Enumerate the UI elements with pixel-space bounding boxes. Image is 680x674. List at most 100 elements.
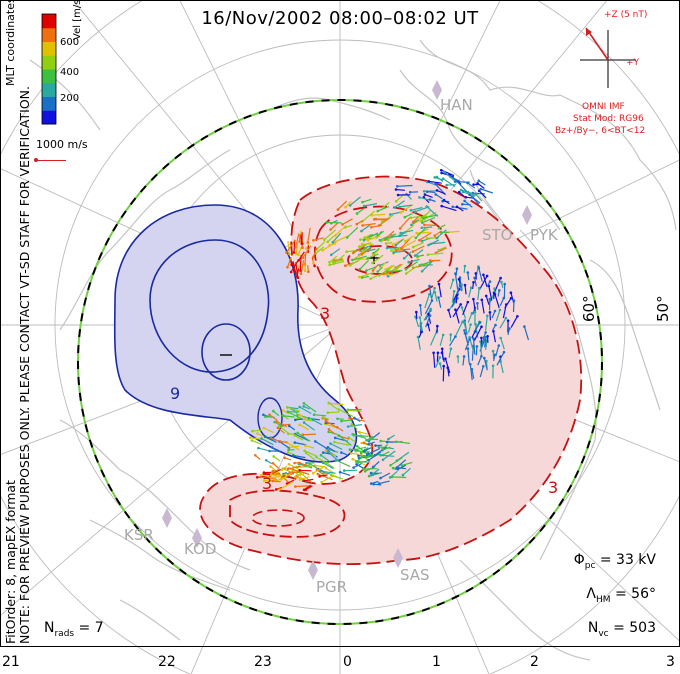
velocity-vector — [401, 461, 413, 466]
velocity-vector-origin — [348, 204, 352, 207]
velocity-vector-origin — [377, 445, 381, 449]
velocity-vector-origin — [327, 428, 331, 431]
velocity-vector-origin — [422, 190, 426, 193]
velocity-vector-origin — [351, 258, 354, 262]
velocity-vector — [300, 260, 305, 274]
velocity-vector-origin — [272, 455, 276, 458]
velocity-vector — [382, 201, 390, 209]
velocity-vector-origin — [410, 223, 413, 227]
velocity-vector — [330, 222, 339, 230]
velocity-vector — [480, 332, 487, 347]
velocity-vector-origin — [396, 185, 399, 188]
velocity-vector — [307, 227, 311, 243]
velocity-vector — [367, 235, 381, 241]
velocity-vector-origin — [348, 448, 352, 451]
velocity-vector — [302, 433, 317, 436]
velocity-vector-origin — [344, 226, 347, 229]
velocity-vector-origin — [435, 236, 439, 240]
velocity-vector-origin — [323, 238, 326, 241]
velocity-vector-origin — [394, 249, 398, 252]
velocity-vector — [422, 214, 439, 219]
velocity-vector-origin — [472, 297, 475, 301]
hm-boundary-latitude: ΛHM = 56° — [586, 586, 656, 605]
velocity-vector — [400, 237, 411, 249]
velocity-vector — [287, 465, 301, 470]
velocity-vector — [352, 255, 367, 261]
velocity-vector — [478, 190, 487, 199]
velocity-vector-origin — [477, 179, 481, 182]
velocity-vector-origin — [466, 181, 470, 185]
velocity-vector-origin — [297, 259, 300, 262]
velocity-vector-origin — [330, 473, 333, 477]
velocity-vector-origin — [473, 310, 477, 314]
velocity-vector-origin — [472, 337, 475, 340]
velocity-vector — [439, 334, 444, 346]
velocity-vector-origin — [389, 464, 392, 467]
velocity-vector — [408, 258, 420, 263]
latitude-60-label: 60° — [580, 295, 598, 322]
velocity-vector-origin — [402, 257, 406, 260]
velocity-vector-origin — [427, 243, 430, 247]
velocity-vector-origin — [362, 204, 366, 208]
velocity-vector-origin — [418, 316, 422, 319]
velocity-vector — [297, 245, 303, 255]
velocity-vector — [395, 188, 405, 191]
velocity-vector-origin — [428, 314, 432, 317]
station-sas: SAS — [400, 566, 430, 584]
velocity-vector-origin — [426, 323, 430, 326]
velocity-vector-origin — [296, 431, 299, 435]
velocity-vector-origin — [376, 270, 380, 273]
velocity-vector — [399, 204, 413, 208]
velocity-vector-origin — [454, 308, 457, 312]
velocity-vector — [321, 475, 334, 483]
velocity-vector-origin — [359, 249, 362, 252]
velocity-vector-origin — [288, 252, 291, 256]
velocity-vector-origin — [499, 276, 502, 280]
velocity-vector — [338, 435, 352, 446]
velocity-vector-origin — [477, 286, 481, 290]
velocity-vector — [287, 406, 301, 412]
velocity-vector — [480, 188, 493, 194]
velocity-vector-origin — [270, 446, 274, 449]
velocity-vector-origin — [280, 468, 284, 472]
velocity-vector — [469, 194, 481, 204]
velocity-vector-origin — [482, 365, 485, 368]
contour-label-positive-1: 3 — [320, 304, 331, 323]
velocity-vector-origin — [327, 430, 331, 434]
velocity-vector-origin — [341, 223, 344, 226]
velocity-vector — [471, 369, 475, 379]
velocity-vector-origin — [321, 451, 325, 454]
velocity-vector-origin — [479, 187, 483, 191]
velocity-vector-origin — [478, 321, 482, 324]
velocity-vector-origin — [271, 462, 275, 465]
velocity-vector — [372, 248, 380, 256]
velocity-vector-origin — [418, 264, 422, 267]
velocity-vector-origin — [500, 280, 503, 284]
velocity-vector — [337, 200, 348, 211]
velocity-vector-origin — [319, 453, 323, 457]
velocity-vector — [286, 441, 300, 451]
velocity-vector-origin — [373, 218, 376, 221]
velocity-vector-origin — [373, 454, 377, 457]
velocity-vector — [383, 270, 394, 275]
velocity-vector — [342, 218, 353, 225]
velocity-vector-origin — [312, 239, 315, 242]
velocity-vector-origin — [472, 183, 475, 186]
velocity-vector — [403, 251, 412, 259]
velocity-vector — [425, 315, 431, 328]
colorbar-swatch — [42, 41, 56, 56]
velocity-vector-origin — [262, 426, 266, 430]
velocity-vector — [468, 287, 472, 298]
velocity-vector — [286, 240, 296, 253]
velocity-vector-origin — [287, 448, 290, 452]
velocity-vector-origin — [393, 206, 397, 209]
velocity-vector — [362, 198, 372, 203]
velocity-vector — [319, 470, 336, 474]
velocity-vector — [414, 249, 424, 257]
velocity-vector-origin — [384, 242, 388, 245]
velocity-vector-origin — [358, 245, 361, 248]
velocity-vector — [435, 247, 447, 254]
velocity-vector — [428, 239, 440, 246]
velocity-vector-origin — [463, 199, 466, 203]
velocity-vector — [295, 233, 300, 248]
